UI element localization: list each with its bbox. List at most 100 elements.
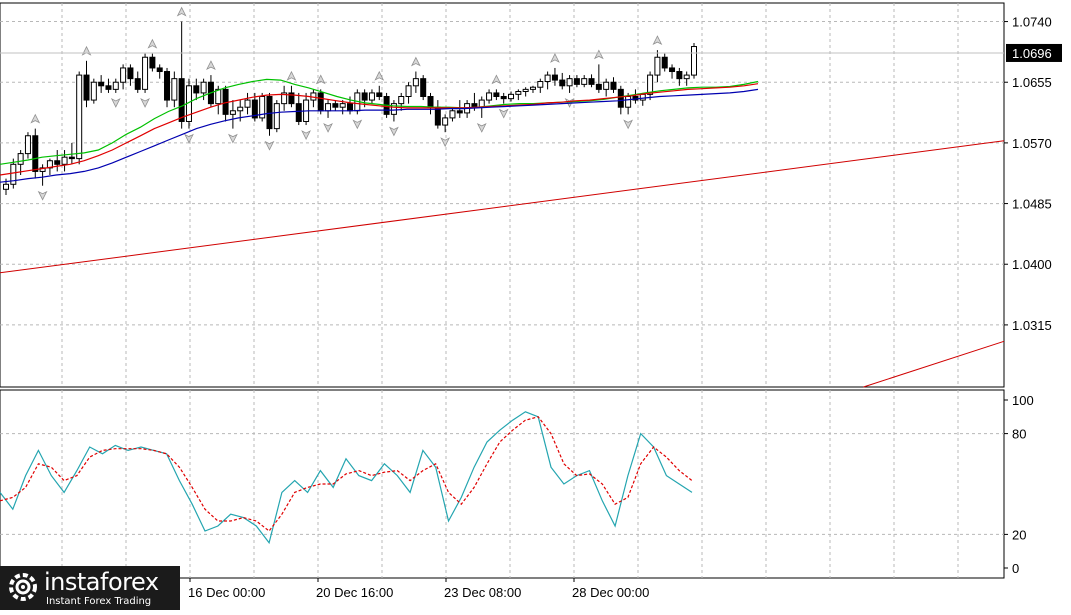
candle-body [105, 85, 112, 90]
fractal-down-marker [440, 137, 451, 148]
candle-body [112, 81, 119, 90]
candle-body [244, 99, 251, 108]
candle-body [610, 81, 617, 90]
candle-body [317, 92, 324, 112]
candle-body [32, 135, 39, 172]
candle-body [229, 110, 236, 115]
candle-body [683, 74, 690, 80]
fractal-down-marker [352, 119, 363, 130]
moving-average-line [0, 83, 759, 176]
candle-body [581, 78, 588, 85]
fractal-up-marker [286, 70, 297, 81]
fractal-up-marker [30, 113, 41, 124]
price-tick-label: 1.0655 [1012, 75, 1052, 90]
oscillator-panel [0, 389, 1005, 579]
fractal-up-marker [374, 70, 385, 81]
fractal-down-marker [301, 130, 311, 140]
fractal-up-marker [410, 56, 421, 67]
candle-body [127, 67, 134, 80]
candle-body [339, 103, 346, 108]
candle-body [493, 92, 500, 98]
fractal-down-marker [264, 140, 275, 151]
candle-body [142, 56, 149, 90]
candle-body [90, 81, 97, 101]
candle-body [288, 92, 295, 105]
candle-body [10, 163, 17, 185]
candle-body [559, 79, 566, 87]
candle-body [61, 156, 68, 165]
candle-body [595, 83, 602, 90]
candle-body [347, 103, 353, 112]
fractal-up-marker [652, 35, 663, 46]
candle-body [259, 96, 266, 119]
candle-body [427, 96, 434, 108]
candle-body [522, 88, 529, 93]
time-label: 28 Dec 00:00 [572, 585, 649, 600]
candle-body [17, 153, 24, 165]
candle-body [456, 110, 463, 114]
candle-body [449, 110, 456, 119]
fractal-down-marker [227, 133, 238, 144]
candle-body [332, 103, 339, 108]
fractal-down-marker [323, 123, 333, 133]
candle-body [361, 92, 368, 101]
candle-body [654, 56, 661, 76]
candle-body [486, 92, 493, 101]
moving-average-line [0, 78, 759, 165]
osc-level-label: 20 [1012, 527, 1026, 542]
candle-body [251, 99, 258, 119]
osc-level-label: 0 [1012, 561, 1019, 576]
candle-body [617, 88, 624, 108]
candle-body [295, 103, 302, 122]
candle-body [676, 71, 683, 80]
trend-line [863, 340, 1005, 388]
candle-body [625, 96, 632, 108]
candle-body [39, 167, 46, 172]
candle-body [134, 78, 141, 90]
candle-body [551, 74, 558, 81]
candle-body [405, 85, 412, 98]
fractal-up-marker [593, 49, 604, 60]
gear-icon [9, 573, 37, 601]
moving-average-line [0, 88, 759, 183]
candle-body [215, 88, 222, 105]
candle-body [83, 74, 90, 101]
candle-body [98, 81, 105, 87]
candle-body [390, 103, 397, 115]
candle-body [171, 78, 178, 101]
fractal-up-marker [176, 6, 187, 17]
candle-body [639, 93, 646, 101]
candle-body [54, 160, 61, 165]
brand-tagline: Instant Forex Trading [46, 596, 152, 607]
candle-body [3, 183, 9, 190]
candle-body [281, 92, 288, 105]
candle-body [442, 117, 449, 126]
candle-body [120, 67, 127, 83]
candle-body [669, 67, 676, 73]
brand-logo: instaforex Instant Forex Trading [0, 566, 180, 610]
price-tick-label: 1.0315 [1012, 318, 1052, 333]
candle-body [515, 91, 522, 95]
price-tick-label: 1.0400 [1012, 257, 1052, 272]
candle-body [529, 86, 536, 90]
time-label: 23 Dec 08:00 [444, 585, 521, 600]
candle-body [647, 74, 654, 95]
candle-body [200, 81, 207, 94]
candle-body [325, 103, 332, 112]
candle-body [178, 78, 185, 122]
brand-name: instaforex [44, 568, 159, 596]
candle-body [164, 71, 171, 101]
fractal-down-marker [37, 190, 48, 201]
fractal-up-marker [315, 74, 326, 85]
trend-line [0, 140, 1005, 274]
candle-body [566, 78, 573, 87]
osc-level-label: 80 [1012, 427, 1026, 442]
current-price-label: 1.0696 [1012, 46, 1052, 61]
candle-body [149, 56, 156, 69]
time-label: 20 Dec 16:00 [316, 585, 393, 600]
candle-body [537, 81, 544, 88]
price-panel [0, 2, 1005, 388]
candle-body [24, 135, 31, 155]
candle-body [193, 85, 200, 94]
